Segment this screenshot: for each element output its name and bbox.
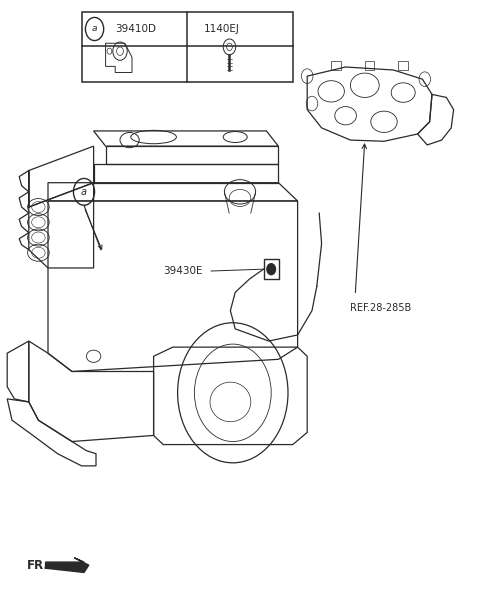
Text: a: a [81, 187, 87, 197]
Polygon shape [46, 558, 89, 572]
Circle shape [267, 264, 276, 275]
Bar [264, 259, 279, 279]
Bar [331, 61, 341, 70]
Text: 1140EJ: 1140EJ [204, 24, 240, 34]
Text: 39430E: 39430E [163, 266, 203, 276]
Text: 39410D: 39410D [115, 24, 156, 34]
Bar [82, 12, 293, 82]
Bar [365, 61, 374, 70]
Text: a: a [92, 24, 97, 33]
Text: REF.28-285B: REF.28-285B [350, 303, 412, 312]
Bar [398, 61, 408, 70]
Text: FR.: FR. [26, 558, 48, 572]
